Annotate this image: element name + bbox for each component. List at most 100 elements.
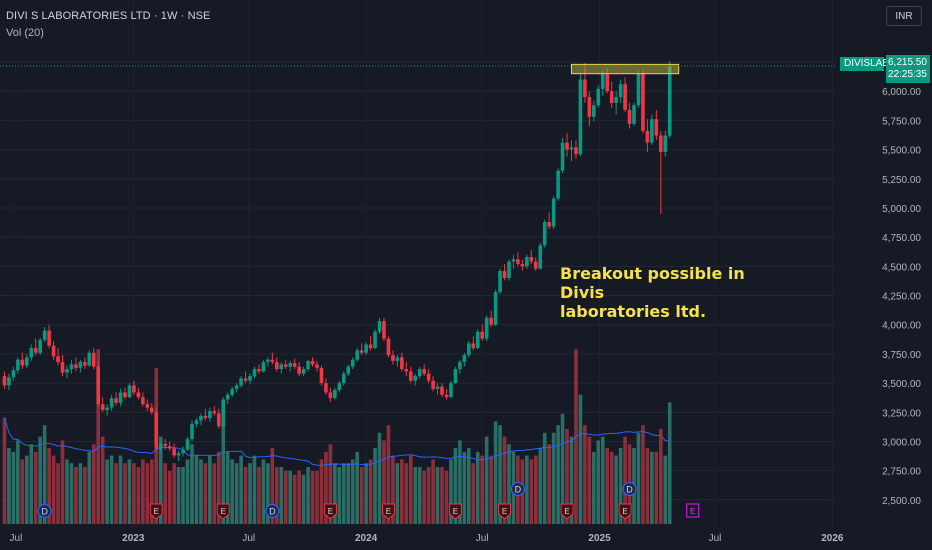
time-tick-label: Jul	[709, 533, 722, 544]
volume-bar	[333, 463, 337, 524]
volume-bar	[484, 436, 489, 524]
earnings-marker-icon[interactable]	[498, 503, 512, 520]
volume-bar	[297, 470, 301, 524]
volume-bar	[440, 467, 444, 524]
volume-bar	[444, 470, 449, 524]
earnings-marker-icon[interactable]	[149, 503, 163, 520]
earnings-marker-icon[interactable]	[560, 503, 574, 520]
candle-body	[16, 359, 20, 371]
candle-body	[484, 317, 489, 339]
volume-bar	[83, 467, 87, 524]
volume-bar	[529, 459, 534, 524]
volume-bar	[569, 436, 574, 524]
price-tick-label: 4,250.00	[882, 292, 921, 303]
time-axis[interactable]: Jul 2023 Jul 2024 Jul 2025 Jul 2026	[10, 533, 844, 544]
earnings-marker-icon[interactable]	[323, 503, 337, 520]
volume-bar	[150, 459, 154, 524]
dividend-marker-icon[interactable]	[510, 481, 526, 497]
volume-bar	[288, 470, 293, 524]
upcoming-earnings-marker-icon[interactable]	[686, 503, 700, 518]
candle-body	[212, 411, 217, 414]
candle-body	[328, 392, 333, 399]
earnings-marker-letter: E	[564, 507, 569, 516]
candle-body	[574, 147, 578, 155]
candle-body	[377, 321, 382, 332]
volume-bar	[600, 436, 605, 524]
candle-body	[114, 398, 118, 403]
candle-body	[350, 359, 355, 367]
volume-bar	[176, 467, 181, 524]
dividend-marker-icon[interactable]	[37, 503, 52, 519]
volume-bar	[636, 432, 641, 524]
volume-bar	[141, 459, 145, 524]
candle-body	[632, 105, 636, 124]
candle-body	[306, 360, 310, 370]
candle-body	[373, 331, 377, 349]
symbol-title[interactable]: DIVI S LABORATORIES LTD · 1W · NSE	[6, 10, 211, 22]
candle-body	[449, 383, 453, 398]
volume-bar	[507, 444, 511, 524]
candle-body	[301, 369, 306, 374]
time-tick-label: Jul	[476, 533, 489, 544]
candle-body	[194, 420, 199, 424]
candle-body	[172, 448, 176, 456]
candle-body	[520, 263, 525, 267]
candle-body	[386, 338, 391, 356]
earnings-marker-letter: E	[453, 507, 458, 516]
candle-body	[203, 415, 208, 419]
earnings-marker-letter: E	[502, 507, 507, 516]
volume-bar	[417, 467, 422, 524]
volume-bar	[422, 470, 426, 524]
dividend-marker-icon[interactable]	[265, 503, 280, 519]
volume-bar	[596, 440, 601, 524]
volume-bar	[498, 425, 502, 524]
dividend-marker-letter: D	[626, 485, 633, 495]
candle-body	[83, 362, 87, 366]
last-price-value: 6,215.50	[888, 57, 927, 68]
earnings-marker-icon[interactable]	[381, 503, 395, 520]
candle-body	[24, 357, 29, 366]
volume-bar	[328, 444, 333, 524]
volume-bar	[266, 463, 270, 524]
candle-body	[600, 73, 605, 89]
volume-bar	[341, 463, 346, 524]
volume-bar	[203, 463, 208, 524]
candle-body	[560, 142, 565, 171]
volume-bar	[239, 455, 243, 524]
currency-button[interactable]: INR	[886, 6, 922, 26]
earnings-marker-icon[interactable]	[618, 503, 632, 520]
volume-indicator-label[interactable]: Vol (20)	[6, 27, 44, 39]
volume-bar	[167, 470, 172, 524]
candle-body	[547, 221, 551, 227]
price-axis[interactable]: 6,250.006,000.005,750.005,500.005,250.00…	[882, 58, 921, 507]
volume-bar	[301, 474, 306, 524]
candle-body	[382, 321, 386, 339]
candle-body	[181, 449, 185, 454]
volume-bar	[38, 436, 42, 524]
time-tick-label: 2025	[588, 533, 611, 544]
volume-bar	[105, 459, 109, 524]
volume-bar	[337, 467, 342, 524]
time-tick-label: 2023	[122, 533, 145, 544]
volume-bar	[109, 455, 114, 524]
candle-body	[319, 367, 324, 384]
earnings-marker-icon[interactable]	[448, 503, 462, 520]
dividend-marker-icon[interactable]	[622, 481, 637, 497]
earnings-marker-icon[interactable]	[216, 503, 230, 520]
earnings-marker-letter: E	[328, 507, 333, 516]
volume-bar	[132, 463, 136, 524]
candle-body	[118, 392, 123, 403]
volume-bar	[315, 470, 319, 524]
candle-body	[502, 271, 507, 279]
symbol-price-tag: DIVISLAB	[840, 57, 889, 71]
chart-annotation-text[interactable]: Breakout possible in Divis laboratories …	[560, 264, 780, 321]
resistance-zone[interactable]	[570, 63, 680, 75]
candle-body	[150, 407, 154, 413]
candle-body	[337, 383, 342, 391]
volume-bar	[279, 467, 284, 524]
volume-bar	[87, 451, 92, 524]
earnings-marker-letter: E	[221, 507, 226, 516]
candle-body	[583, 79, 587, 98]
candle-body	[56, 356, 60, 363]
